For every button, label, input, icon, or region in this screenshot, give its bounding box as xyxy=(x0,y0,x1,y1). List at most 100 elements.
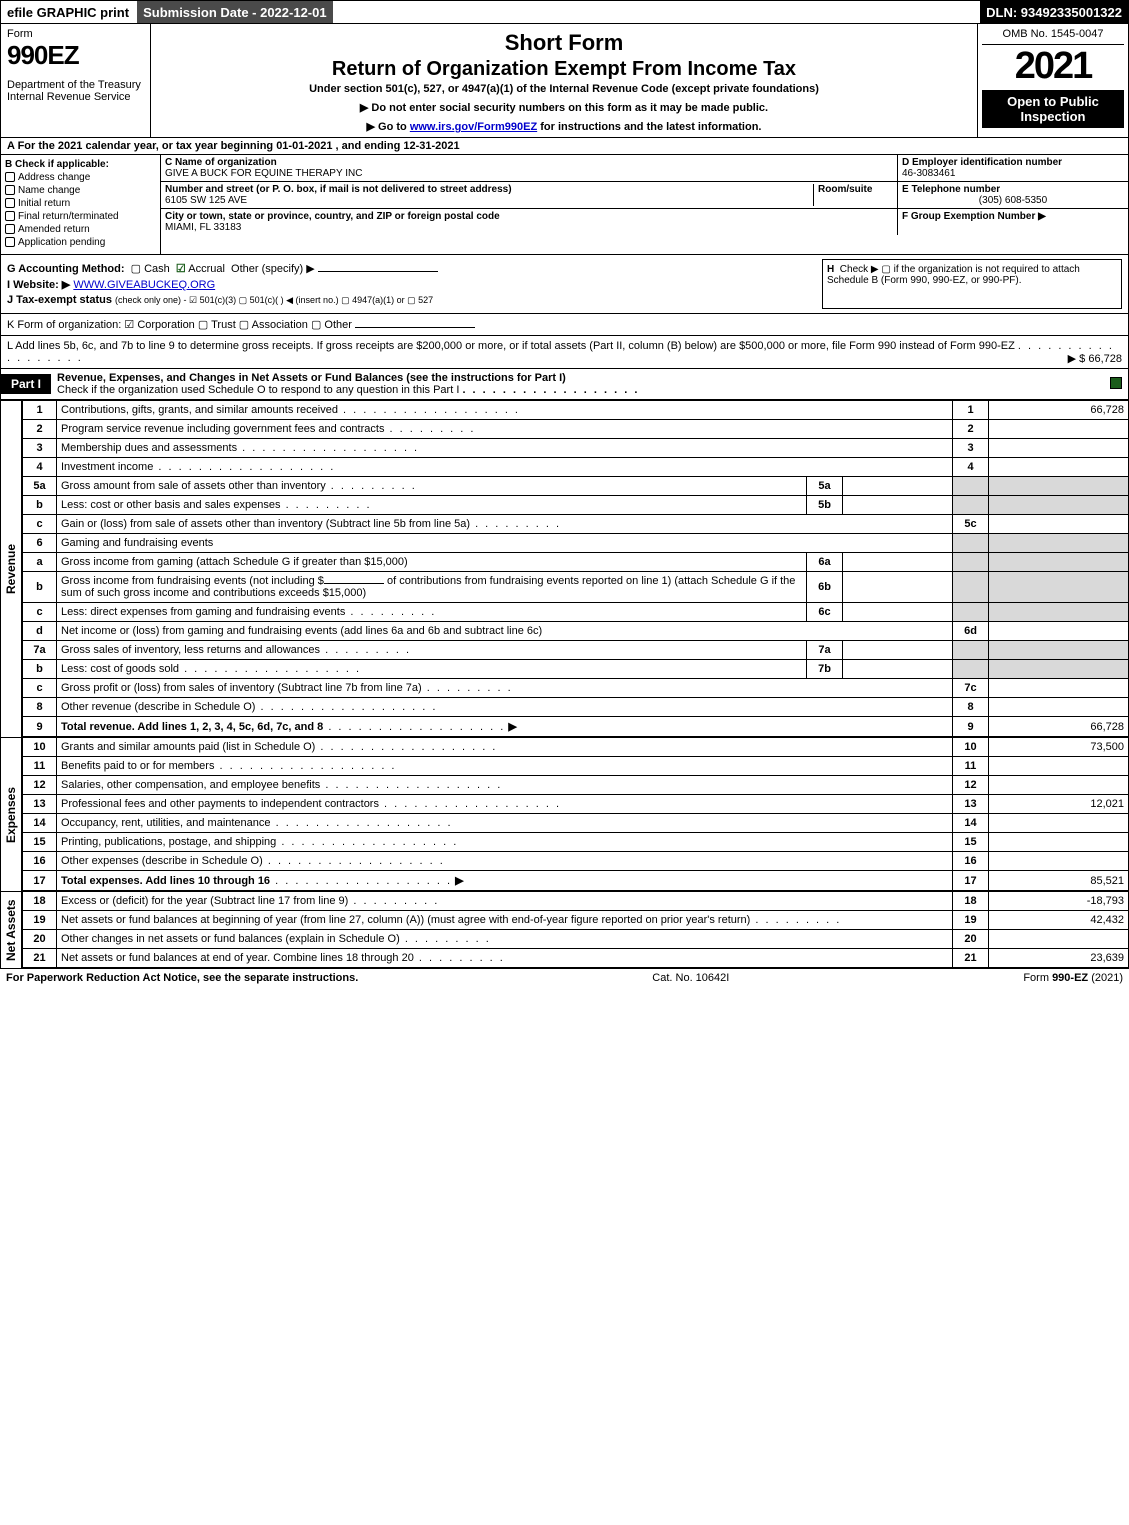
revenue-vlabel: Revenue xyxy=(0,400,22,737)
accrual-label: Accrual xyxy=(188,263,225,275)
check-filled-icon xyxy=(1110,377,1122,389)
expenses-section: Expenses 10 Grants and similar amounts p… xyxy=(0,737,1129,891)
header-middle: Short Form Return of Organization Exempt… xyxy=(151,24,978,137)
line-21: 21 Net assets or fund balances at end of… xyxy=(23,949,1129,968)
line-6: 6 Gaming and fundraising events xyxy=(23,534,1129,553)
instruction-line-2: ▶ Go to www.irs.gov/Form990EZ for instru… xyxy=(157,120,971,133)
box-b-header: B Check if applicable: xyxy=(5,159,156,170)
part-1-checkbox[interactable] xyxy=(1104,377,1128,392)
box-c-name: C Name of organization GIVE A BUCK FOR E… xyxy=(161,155,898,181)
box-c-street-label: Number and street (or P. O. box, if mail… xyxy=(165,184,512,195)
line-14: 14 Occupancy, rent, utilities, and maint… xyxy=(23,814,1129,833)
phone-value: (305) 608-5350 xyxy=(902,195,1124,206)
street-value: 6105 SW 125 AVE xyxy=(165,195,247,206)
line-3: 3 Membership dues and assessments 3 xyxy=(23,439,1129,458)
part-1-tab: Part I xyxy=(1,374,51,394)
line-5a: 5a Gross amount from sale of assets othe… xyxy=(23,477,1129,496)
header-left: Form 990EZ Department of the Treasury In… xyxy=(1,24,151,137)
dln-label: DLN: 93492335001322 xyxy=(980,1,1128,23)
dept-label: Department of the Treasury Internal Reve… xyxy=(7,79,144,103)
topbar-spacer xyxy=(335,1,981,23)
dots-icon xyxy=(462,384,639,396)
website-link[interactable]: WWW.GIVEABUCKEQ.ORG xyxy=(73,279,215,291)
form-word: Form xyxy=(7,28,144,40)
chk-amended-return[interactable]: Amended return xyxy=(5,224,156,235)
box-e: E Telephone number (305) 608-5350 xyxy=(898,182,1128,208)
form-title-1: Short Form xyxy=(157,30,971,56)
line-9: 9 Total revenue. Add lines 1, 2, 3, 4, 5… xyxy=(23,717,1129,737)
open-to-public: Open to Public Inspection xyxy=(982,90,1124,128)
revenue-section: Revenue 1 Contributions, gifts, grants, … xyxy=(0,400,1129,737)
line-amount: 66,728 xyxy=(989,401,1129,420)
box-l-amount: ▶ $ 66,728 xyxy=(1068,352,1122,365)
box-c-city-label: City or town, state or province, country… xyxy=(165,211,500,222)
box-h-text: Check ▶ ▢ if the organization is not req… xyxy=(827,264,1080,286)
expenses-vlabel: Expenses xyxy=(0,737,22,891)
line-16: 16 Other expenses (describe in Schedule … xyxy=(23,852,1129,871)
chk-final-return[interactable]: Final return/terminated xyxy=(5,211,156,222)
form-subtitle: Under section 501(c), 527, or 4947(a)(1)… xyxy=(157,83,971,95)
efile-label: efile GRAPHIC print xyxy=(1,1,137,23)
irs-link[interactable]: www.irs.gov/Form990EZ xyxy=(410,121,537,133)
line-6b: b Gross income from fundraising events (… xyxy=(23,572,1129,603)
box-d-label: D Employer identification number xyxy=(902,157,1062,168)
form-number: 990EZ xyxy=(7,40,144,71)
other-specify-blank[interactable] xyxy=(318,271,438,272)
box-k-label: K Form of organization: xyxy=(7,319,121,331)
other-label: Other (specify) ▶ xyxy=(231,263,315,275)
part-1-subtitle: Check if the organization used Schedule … xyxy=(57,384,459,396)
block-bcdef: B Check if applicable: Address change Na… xyxy=(0,155,1129,255)
ein-value: 46-3083461 xyxy=(902,168,955,179)
box-f-label: F Group Exemption Number ▶ xyxy=(902,211,1046,222)
top-bar: efile GRAPHIC print Submission Date - 20… xyxy=(0,0,1129,24)
box-k-other-blank[interactable] xyxy=(355,327,475,328)
arrow2-pre: ▶ Go to xyxy=(367,121,410,133)
box-e-label: E Telephone number xyxy=(902,184,1000,195)
box-f: F Group Exemption Number ▶ xyxy=(898,209,1128,235)
accrual-check-icon: ☑ xyxy=(176,263,186,275)
net-assets-vlabel: Net Assets xyxy=(0,891,22,968)
net-assets-section: Net Assets 18 Excess or (deficit) for th… xyxy=(0,891,1129,968)
section-a: A For the 2021 calendar year, or tax yea… xyxy=(0,138,1129,155)
box-j-text: (check only one) - ☑ 501(c)(3) ▢ 501(c)(… xyxy=(115,295,433,305)
city-value: MIAMI, FL 33183 xyxy=(165,222,241,233)
part-1-title: Revenue, Expenses, and Changes in Net As… xyxy=(57,372,566,384)
blank-6b[interactable] xyxy=(324,583,384,584)
form-header: Form 990EZ Department of the Treasury In… xyxy=(0,24,1129,138)
box-d: D Employer identification number 46-3083… xyxy=(898,155,1128,181)
box-k-text: ☑ Corporation ▢ Trust ▢ Association ▢ Ot… xyxy=(124,319,352,331)
line-6a: a Gross income from gaming (attach Sched… xyxy=(23,553,1129,572)
line-7a: 7a Gross sales of inventory, less return… xyxy=(23,641,1129,660)
revenue-table: 1 Contributions, gifts, grants, and simi… xyxy=(22,400,1129,737)
arrow-icon: ▶ xyxy=(455,875,463,887)
line-8: 8 Other revenue (describe in Schedule O)… xyxy=(23,698,1129,717)
line-19: 19 Net assets or fund balances at beginn… xyxy=(23,911,1129,930)
chk-application-pending[interactable]: Application pending xyxy=(5,237,156,248)
submission-date: Submission Date - 2022-12-01 xyxy=(137,1,335,23)
page-footer: For Paperwork Reduction Act Notice, see … xyxy=(0,968,1129,987)
omb-number: OMB No. 1545-0047 xyxy=(982,28,1124,45)
chk-address-change[interactable]: Address change xyxy=(5,172,156,183)
row-k: K Form of organization: ☑ Corporation ▢ … xyxy=(0,314,1129,336)
line-13: 13 Professional fees and other payments … xyxy=(23,795,1129,814)
line-7b: b Less: cost of goods sold 7b xyxy=(23,660,1129,679)
row-ghij: G Accounting Method: ▢ Cash ☑ Accrual Ot… xyxy=(0,255,1129,314)
chk-name-change[interactable]: Name change xyxy=(5,185,156,196)
col-cdef: C Name of organization GIVE A BUCK FOR E… xyxy=(161,155,1128,254)
line-18: 18 Excess or (deficit) for the year (Sub… xyxy=(23,892,1129,911)
box-c-street: Number and street (or P. O. box, if mail… xyxy=(161,182,898,208)
net-assets-table: 18 Excess or (deficit) for the year (Sub… xyxy=(22,891,1129,968)
line-4: 4 Investment income 4 xyxy=(23,458,1129,477)
line-10: 10 Grants and similar amounts paid (list… xyxy=(23,738,1129,757)
form-title-2: Return of Organization Exempt From Incom… xyxy=(157,58,971,81)
org-name: GIVE A BUCK FOR EQUINE THERAPY INC xyxy=(165,168,362,179)
line-20: 20 Other changes in net assets or fund b… xyxy=(23,930,1129,949)
line-no: 1 xyxy=(953,401,989,420)
line-num: 1 xyxy=(23,401,57,420)
room-label: Room/suite xyxy=(818,184,872,195)
row-l: L Add lines 5b, 6c, and 7b to line 9 to … xyxy=(0,336,1129,369)
chk-initial-return[interactable]: Initial return xyxy=(5,198,156,209)
cash-label: Cash xyxy=(144,263,170,275)
box-g-label: G Accounting Method: xyxy=(7,263,125,275)
box-b: B Check if applicable: Address change Na… xyxy=(1,155,161,254)
